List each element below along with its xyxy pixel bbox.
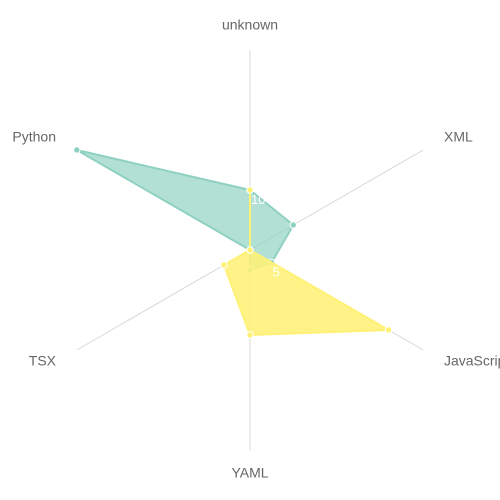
series-1-point[interactable] bbox=[246, 246, 254, 254]
axis-label: JavaScript bbox=[444, 353, 500, 369]
series-0-point[interactable] bbox=[73, 146, 81, 154]
labels-layer: unknown XML JavaScript YAML TSX Python 10 5 21% bbox=[12, 17, 500, 481]
series-1-data-label: 21% bbox=[251, 337, 277, 352]
series-0-data-label: 10 bbox=[251, 192, 265, 207]
axis-label: YAML bbox=[231, 465, 268, 481]
axis-label: TSX bbox=[29, 353, 57, 369]
series-1-point[interactable] bbox=[246, 186, 254, 194]
series-0-point[interactable] bbox=[289, 221, 298, 229]
axis-label: unknown bbox=[222, 17, 278, 33]
series-0-data-label: 5 bbox=[273, 265, 280, 280]
series-layer bbox=[73, 146, 393, 339]
series-1-point[interactable] bbox=[220, 261, 228, 269]
axis-label: XML bbox=[444, 129, 473, 145]
series-1-point[interactable] bbox=[246, 331, 254, 339]
axis-label: Python bbox=[12, 129, 56, 145]
series-1-point[interactable] bbox=[384, 326, 393, 334]
series-0-area[interactable] bbox=[75, 149, 295, 271]
